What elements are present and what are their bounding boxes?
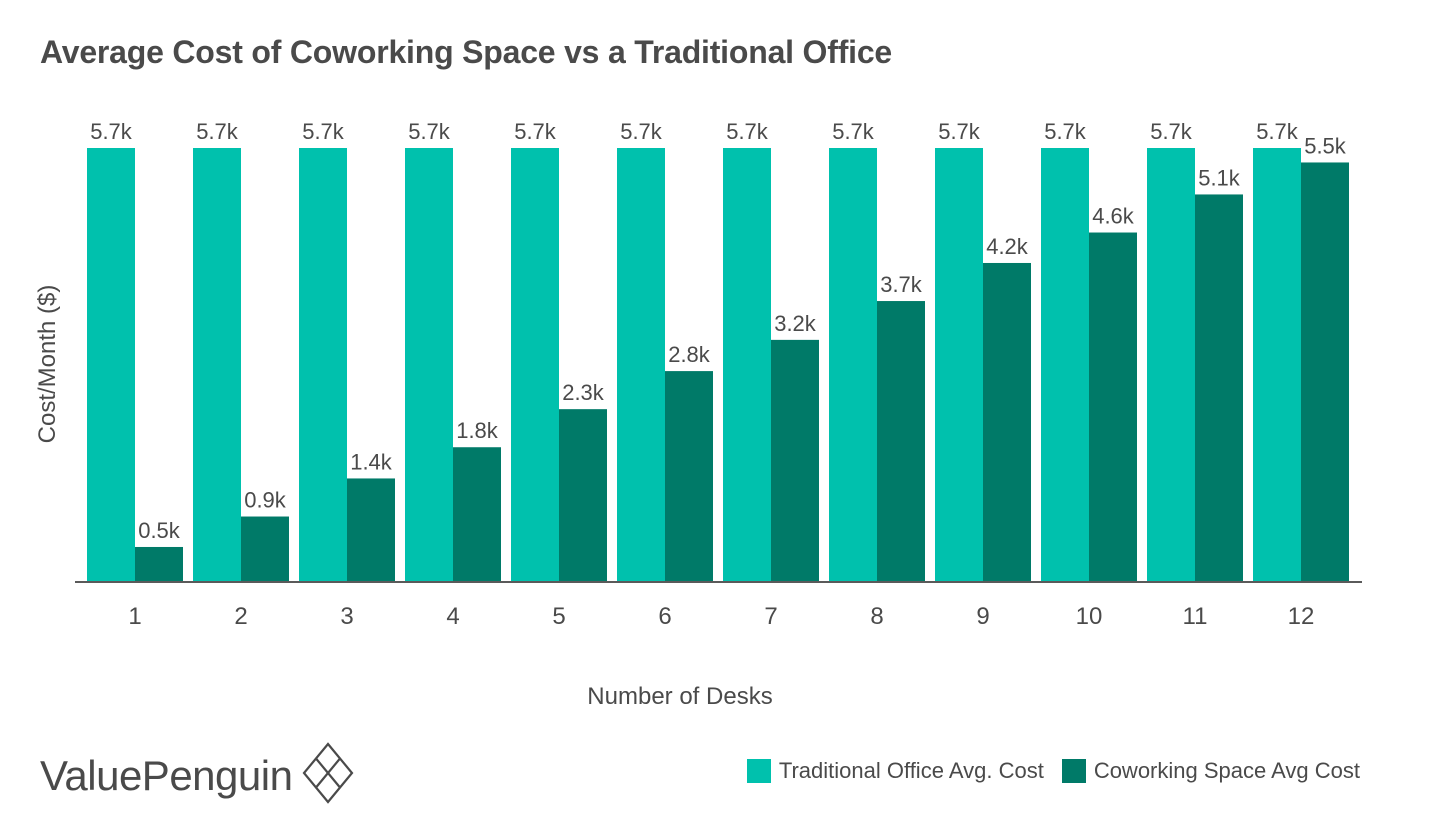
- bars-layer: [87, 148, 1349, 582]
- data-label-traditional-office-avg-cost-3: 5.7k: [302, 119, 345, 144]
- x-tick-label-3: 3: [340, 603, 353, 630]
- data-label-traditional-office-avg-cost-6: 5.7k: [620, 119, 663, 144]
- data-label-coworking-space-avg-cost-5: 2.3k: [562, 380, 605, 405]
- bar-coworking-space-avg-cost-4: [453, 447, 501, 582]
- chart-title: Average Cost of Coworking Space vs a Tra…: [40, 34, 893, 70]
- x-tick-label-2: 2: [234, 603, 247, 630]
- bar-coworking-space-avg-cost-7: [771, 339, 819, 582]
- legend-item-coworking-space: Coworking Space Avg Cost: [1061, 758, 1360, 784]
- x-tick-label-8: 8: [870, 603, 883, 630]
- bar-traditional-office-avg-cost-6: [617, 148, 665, 582]
- bar-traditional-office-avg-cost-11: [1147, 148, 1195, 582]
- bar-traditional-office-avg-cost-12: [1253, 148, 1301, 582]
- bar-traditional-office-avg-cost-10: [1041, 148, 1089, 582]
- data-label-traditional-office-avg-cost-1: 5.7k: [90, 119, 133, 144]
- x-tick-labels-layer: 1 2 3 4 5 6 7 8 9 10 11 12: [128, 603, 1314, 630]
- bar-traditional-office-avg-cost-3: [299, 148, 347, 582]
- legend-label-coworking-space: Coworking Space Avg Cost: [1093, 758, 1360, 783]
- data-label-coworking-space-avg-cost-4: 1.8k: [456, 418, 499, 443]
- logo-wordmark: ValuePenguin: [40, 751, 293, 799]
- bar-traditional-office-avg-cost-7: [723, 148, 771, 582]
- data-label-coworking-space-avg-cost-7: 3.2k: [774, 311, 817, 336]
- x-tick-label-5: 5: [552, 603, 565, 630]
- bar-coworking-space-avg-cost-5: [559, 409, 607, 582]
- data-label-traditional-office-avg-cost-2: 5.7k: [196, 119, 239, 144]
- data-label-traditional-office-avg-cost-10: 5.7k: [1044, 119, 1087, 144]
- data-label-coworking-space-avg-cost-10: 4.6k: [1092, 204, 1135, 229]
- bar-coworking-space-avg-cost-9: [983, 262, 1031, 582]
- data-label-coworking-space-avg-cost-8: 3.7k: [880, 272, 923, 297]
- x-tick-label-1: 1: [128, 603, 141, 630]
- bar-coworking-space-avg-cost-2: [241, 516, 289, 582]
- x-tick-label-10: 10: [1076, 603, 1103, 630]
- x-axis-label: Number of Desks: [587, 683, 773, 710]
- bar-traditional-office-avg-cost-9: [935, 148, 983, 582]
- bar-traditional-office-avg-cost-2: [193, 148, 241, 582]
- data-label-coworking-space-avg-cost-9: 4.2k: [986, 234, 1029, 259]
- legend-swatch-coworking-space: [1061, 759, 1086, 783]
- data-label-traditional-office-avg-cost-11: 5.7k: [1150, 119, 1193, 144]
- x-tick-label-11: 11: [1183, 603, 1208, 630]
- data-label-traditional-office-avg-cost-7: 5.7k: [726, 119, 769, 144]
- data-label-coworking-space-avg-cost-6: 2.8k: [668, 342, 711, 367]
- data-label-traditional-office-avg-cost-5: 5.7k: [514, 119, 557, 144]
- bar-coworking-space-avg-cost-11: [1195, 194, 1243, 582]
- x-tick-label-7: 7: [764, 603, 777, 630]
- bar-coworking-space-avg-cost-3: [347, 478, 395, 582]
- bar-coworking-space-avg-cost-8: [877, 301, 925, 582]
- data-labels-layer: 5.7k 0.5k 5.7k 0.9k 5.7k 1.4k 5.7k 1.8k 5.7k 2.3k…: [90, 119, 1347, 543]
- legend-item-traditional-office: Traditional Office Avg. Cost: [746, 758, 1044, 784]
- chart-legend: Traditional Office Avg. Cost Coworking S…: [729, 758, 1360, 784]
- bar-coworking-space-avg-cost-12: [1301, 162, 1349, 582]
- data-label-traditional-office-avg-cost-12: 5.7k: [1256, 119, 1299, 144]
- diamond-crosshatch-icon: [302, 742, 354, 809]
- data-label-traditional-office-avg-cost-8: 5.7k: [832, 119, 875, 144]
- legend-swatch-traditional-office: [746, 759, 771, 783]
- data-label-traditional-office-avg-cost-4: 5.7k: [408, 119, 451, 144]
- data-label-coworking-space-avg-cost-11: 5.1k: [1198, 165, 1241, 190]
- data-label-coworking-space-avg-cost-1: 0.5k: [138, 518, 181, 543]
- data-label-coworking-space-avg-cost-12: 5.5k: [1304, 133, 1347, 158]
- legend-label-traditional-office: Traditional Office Avg. Cost: [778, 758, 1044, 783]
- bar-coworking-space-avg-cost-10: [1089, 232, 1137, 582]
- x-tick-label-12: 12: [1288, 603, 1315, 630]
- x-tick-label-9: 9: [976, 603, 989, 630]
- bar-traditional-office-avg-cost-8: [829, 148, 877, 582]
- bar-coworking-space-avg-cost-1: [135, 546, 183, 582]
- x-tick-label-6: 6: [658, 603, 671, 630]
- data-label-coworking-space-avg-cost-2: 0.9k: [244, 488, 287, 513]
- brand-logo: ValuePenguin: [40, 742, 354, 809]
- bar-traditional-office-avg-cost-4: [405, 148, 453, 582]
- data-label-traditional-office-avg-cost-9: 5.7k: [938, 119, 981, 144]
- bar-traditional-office-avg-cost-1: [87, 148, 135, 582]
- bar-traditional-office-avg-cost-5: [511, 148, 559, 582]
- bar-coworking-space-avg-cost-6: [665, 371, 713, 582]
- x-tick-label-4: 4: [446, 603, 459, 630]
- data-label-coworking-space-avg-cost-3: 1.4k: [350, 449, 393, 474]
